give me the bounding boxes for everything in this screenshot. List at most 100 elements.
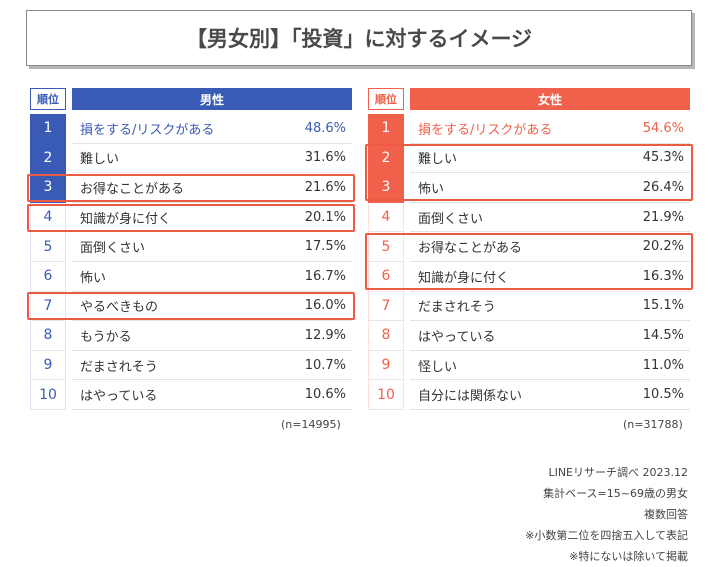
male-row-6: 6 怖い 16.7% [30,261,352,292]
male-item-cell: やるべきもの 16.0% [72,292,352,322]
female-rank-badge: 7 [368,291,404,322]
male-item-cell: お得なことがある 21.6% [72,173,352,203]
female-row-7: 7 だまされそう 15.1% [368,291,690,322]
male-item-cell: 損をする/リスクがある 48.6% [72,114,352,144]
male-item-label: もうかる [80,329,132,345]
male-row-2: 2 難しい 31.6% [30,143,352,174]
female-row-9: 9 怪しい 11.0% [368,350,690,381]
female-rank-badge: 4 [368,202,404,233]
male-item-cell: だまされそう 10.7% [72,351,352,381]
male-item-cell: 難しい 31.6% [72,144,352,174]
note-rounding: ※小数第二位を四捨五入して表記 [525,529,688,542]
female-row-8: 8 はやっている 14.5% [368,321,690,351]
note-exclusion: ※特にないは除いて掲載 [569,550,688,563]
female-item-percentage: 20.2% [642,239,684,255]
male-item-cell: はやっている 10.6% [72,380,352,410]
male-rank-header: 順位 [30,88,66,110]
male-row-8: 8 もうかる 12.9% [30,321,352,351]
female-rows: 1 損をする/リスクがある 54.6% 2 難しい 45.3% 3 怖い 26.4% 4 面倒くさい… [365,114,693,410]
male-rank-badge: 8 [30,321,66,351]
male-item-label: 怖い [80,270,107,286]
female-item-cell: はやっている 14.5% [410,321,690,351]
female-item-cell: 知識が身に付く 16.3% [410,262,690,292]
male-row-5: 5 面倒くさい 17.5% [30,232,352,262]
male-row-7: 7 やるべきもの 16.0% [30,291,352,322]
male-sample-size: (n=14995) [281,418,341,431]
male-item-cell: 怖い 16.7% [72,262,352,292]
female-item-percentage: 15.1% [642,298,684,314]
female-sample-size: (n=31788) [623,418,683,431]
male-item-percentage: 16.0% [304,298,346,314]
male-item-percentage: 48.6% [304,120,346,136]
female-rank-header: 順位 [368,88,404,110]
chart-title: 【男女別】「投資」に対するイメージ [26,10,692,66]
female-row-10: 10 自分には関係ない 10.5% [368,380,690,410]
male-item-cell: もうかる 12.9% [72,321,352,351]
male-rows: 1 損をする/リスクがある 48.6% 2 難しい 31.6% 3 お得なことがある 21.6%… [27,114,355,410]
male-item-label: お得なことがある [80,181,185,197]
female-item-percentage: 54.6% [642,120,684,136]
female-row-4: 4 面倒くさい 21.9% [368,202,690,233]
female-item-label: 怪しい [418,359,458,375]
female-item-label: 自分には関係ない [418,389,523,405]
male-row-3: 3 お得なことがある 21.6% [30,173,352,203]
male-rank-badge: 1 [30,114,66,144]
female-item-cell: 怪しい 11.0% [410,351,690,381]
male-table-header: 順位 男性 [30,88,352,110]
female-item-label: 損をする/リスクがある [418,122,553,138]
female-item-label: 面倒くさい [418,211,484,227]
male-item-label: やるべきもの [80,300,159,316]
note-source: LINEリサーチ調べ 2023.12 [548,466,688,479]
female-item-cell: 難しい 45.3% [410,144,690,174]
male-item-percentage: 21.6% [304,179,346,195]
male-rank-badge: 4 [30,202,66,233]
male-rank-badge: 6 [30,261,66,292]
male-row-1: 1 損をする/リスクがある 48.6% [30,114,352,144]
female-row-5: 5 お得なことがある 20.2% [368,232,690,262]
male-row-10: 10 はやっている 10.6% [30,380,352,410]
female-item-percentage: 16.3% [642,268,684,284]
male-item-percentage: 10.7% [304,357,346,373]
male-item-label: 難しい [80,152,120,168]
male-item-cell: 面倒くさい 17.5% [72,232,352,262]
female-rank-badge: 10 [368,380,404,410]
female-item-label: だまされそう [418,300,496,316]
male-item-label: だまされそう [80,359,158,375]
note-base: 集計ベース=15~69歳の男女 [543,487,688,500]
male-rank-badge: 10 [30,380,66,410]
female-item-cell: 怖い 26.4% [410,173,690,203]
female-rank-badge: 9 [368,350,404,381]
female-row-1: 1 損をする/リスクがある 54.6% [368,114,690,144]
female-item-percentage: 14.5% [642,327,684,343]
female-item-cell: お得なことがある 20.2% [410,232,690,262]
male-item-percentage: 31.6% [304,150,346,166]
male-ranking-table: 順位 男性 1 損をする/リスクがある 48.6% 2 難しい 31.6% 3 お得なことがあ… [27,88,355,410]
male-rank-badge: 7 [30,291,66,322]
female-item-percentage: 26.4% [642,179,684,195]
male-rank-badge: 9 [30,350,66,381]
female-table-header: 順位 女性 [368,88,690,110]
male-item-label: はやっている [80,389,158,405]
female-item-percentage: 45.3% [642,150,684,166]
female-item-label: 怖い [418,181,445,197]
female-item-cell: 損をする/リスクがある 54.6% [410,114,690,144]
female-item-label: 難しい [418,152,458,168]
female-row-3: 3 怖い 26.4% [368,173,690,203]
male-item-cell: 知識が身に付く 20.1% [72,203,352,233]
female-ranking-table: 順位 女性 1 損をする/リスクがある 54.6% 2 難しい 45.3% 3 怖い 26.4%… [365,88,693,410]
note-multiple: 複数回答 [644,508,688,521]
female-rank-badge: 8 [368,321,404,351]
female-gender-header: 女性 [410,88,690,110]
male-item-percentage: 10.6% [304,387,346,403]
male-item-percentage: 16.7% [304,268,346,284]
female-item-label: 知識が身に付く [418,270,510,286]
male-row-9: 9 だまされそう 10.7% [30,350,352,381]
female-item-percentage: 21.9% [642,209,684,225]
male-item-percentage: 17.5% [304,239,346,255]
female-row-2: 2 難しい 45.3% [368,143,690,174]
male-rank-badge: 2 [30,143,66,174]
male-row-4: 4 知識が身に付く 20.1% [30,202,352,233]
male-rank-badge: 3 [30,173,66,203]
female-rank-badge: 6 [368,261,404,292]
male-item-percentage: 20.1% [304,209,346,225]
